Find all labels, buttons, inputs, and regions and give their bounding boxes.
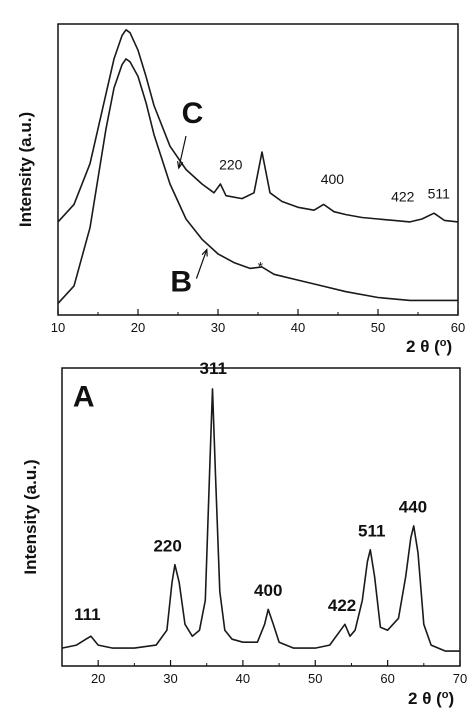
x-axis-label-part: ( (429, 337, 440, 356)
x-tick-label: 60 (380, 671, 394, 686)
x-axis-label-part: ( (431, 689, 442, 708)
x-axis-label-part: o (440, 337, 447, 349)
peak-label: 311 (200, 359, 227, 378)
x-axis-label-part: ) (447, 337, 453, 356)
x-axis-label-part: 2 (408, 689, 422, 708)
x-axis-label: 2 θ (o) (406, 337, 452, 356)
peak-label: 422 (391, 189, 415, 205)
annotation-arrow (178, 135, 187, 169)
impurity-marker: * (258, 258, 264, 274)
peak-label: 422 (328, 596, 356, 615)
peak-label: 220 (153, 536, 181, 555)
x-tick-label: 50 (371, 320, 385, 335)
x-axis-label-part: ) (449, 689, 455, 708)
x-tick-label: 30 (211, 320, 225, 335)
x-axis-label-part: θ (422, 689, 431, 708)
series-letter-label: C (182, 97, 204, 130)
series-a-line (61, 388, 460, 652)
x-tick-label: 20 (131, 320, 145, 335)
peak-label: 400 (254, 581, 282, 600)
panel-top: 10 20 30 40 50 60 Intensity (a.u.) 2 θ (o) C B 220… (16, 23, 465, 356)
peak-label: 511 (358, 521, 385, 540)
peak-label: 111 (74, 605, 101, 624)
panel-bottom: 20 30 40 50 60 70 Intensity (a.u.) 2 θ (o) A 111 2… (21, 359, 467, 708)
x-axis-label-part: θ (420, 337, 429, 356)
peak-label: 220 (219, 157, 243, 173)
series-letter-label: B (170, 266, 192, 299)
y-axis-label: Intensity (a.u.) (21, 459, 40, 574)
series-c-line (57, 29, 459, 223)
x-tick-label: 50 (308, 671, 322, 686)
x-tick-label: 40 (291, 320, 305, 335)
y-axis-label: Intensity (a.u.) (16, 112, 35, 227)
peak-label: 440 (399, 498, 427, 517)
peak-label: 400 (321, 171, 345, 187)
x-tick-label: 20 (91, 671, 105, 686)
annotation-arrowhead (201, 248, 208, 257)
x-tick-label: 30 (163, 671, 177, 686)
plot-frame (61, 367, 461, 667)
x-axis-label-part: o (442, 689, 449, 701)
peak-label: 511 (428, 186, 451, 202)
x-tick-label: 60 (451, 320, 465, 335)
annotation-arrowhead (176, 161, 184, 170)
series-b-line (57, 58, 458, 304)
x-axis-label-part: 2 (406, 337, 420, 356)
x-tick-label: 40 (236, 671, 250, 686)
x-axis-label: 2 θ (o) (408, 689, 454, 708)
series-letter-label: A (73, 381, 95, 414)
x-tick-label: 70 (453, 671, 467, 686)
x-tick-label: 10 (51, 320, 65, 335)
annotation-arrow (195, 249, 208, 279)
